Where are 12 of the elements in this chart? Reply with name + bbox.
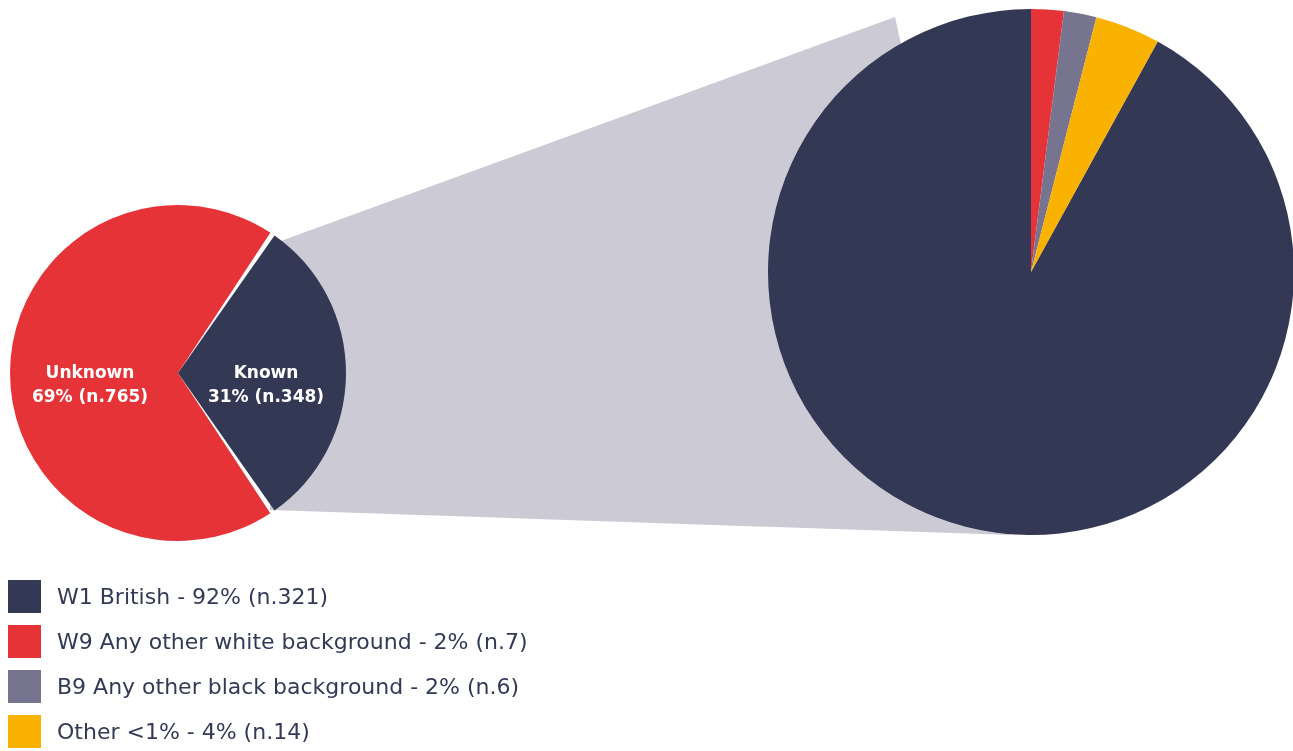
data-label: 69% (n.765) xyxy=(31,386,149,406)
pie-slice xyxy=(1031,17,1158,272)
legend-label: W9 Any other white background - 2% (n.7) xyxy=(57,628,528,654)
slice-label: Known xyxy=(233,362,299,382)
legend-label: Other <1% - 4% (n.14) xyxy=(57,718,310,744)
legend-label: W1 British - 92% (n.321) xyxy=(57,583,329,609)
pie-slice xyxy=(768,9,1293,535)
pie-slice xyxy=(178,235,346,511)
data-label: 31% (n.348) xyxy=(207,386,325,406)
pie-slice xyxy=(1031,11,1097,272)
legend-label: B9 Any other black background - 2% (n.6) xyxy=(57,673,520,699)
slice-label: Unknown xyxy=(45,362,135,382)
